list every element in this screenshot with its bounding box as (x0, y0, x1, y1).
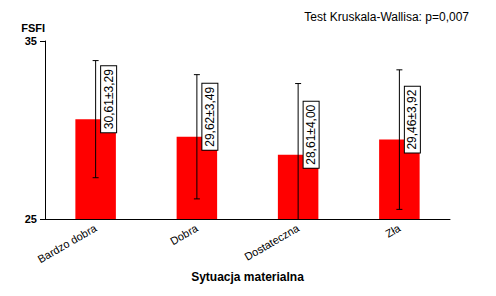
svg-text:30,61±3,29: 30,61±3,29 (102, 69, 116, 129)
svg-text:FSFI: FSFI (21, 22, 45, 34)
svg-text:Zła: Zła (383, 221, 403, 239)
svg-text:Dostateczna: Dostateczna (242, 221, 302, 262)
svg-text:Sytuacja materialna: Sytuacja materialna (191, 270, 304, 284)
svg-text:28,61±4,00: 28,61±4,00 (304, 104, 318, 164)
svg-text:Dobra: Dobra (168, 221, 201, 247)
svg-text:Test Kruskala-Wallisa: p=0,007: Test Kruskala-Wallisa: p=0,007 (304, 10, 469, 24)
svg-text:25: 25 (25, 213, 37, 225)
svg-text:29,62±3,49: 29,62±3,49 (203, 86, 217, 146)
svg-text:Bardzo dobra: Bardzo dobra (36, 221, 100, 265)
svg-text:29,46±3,92: 29,46±3,92 (405, 89, 419, 149)
svg-text:35: 35 (25, 35, 37, 47)
